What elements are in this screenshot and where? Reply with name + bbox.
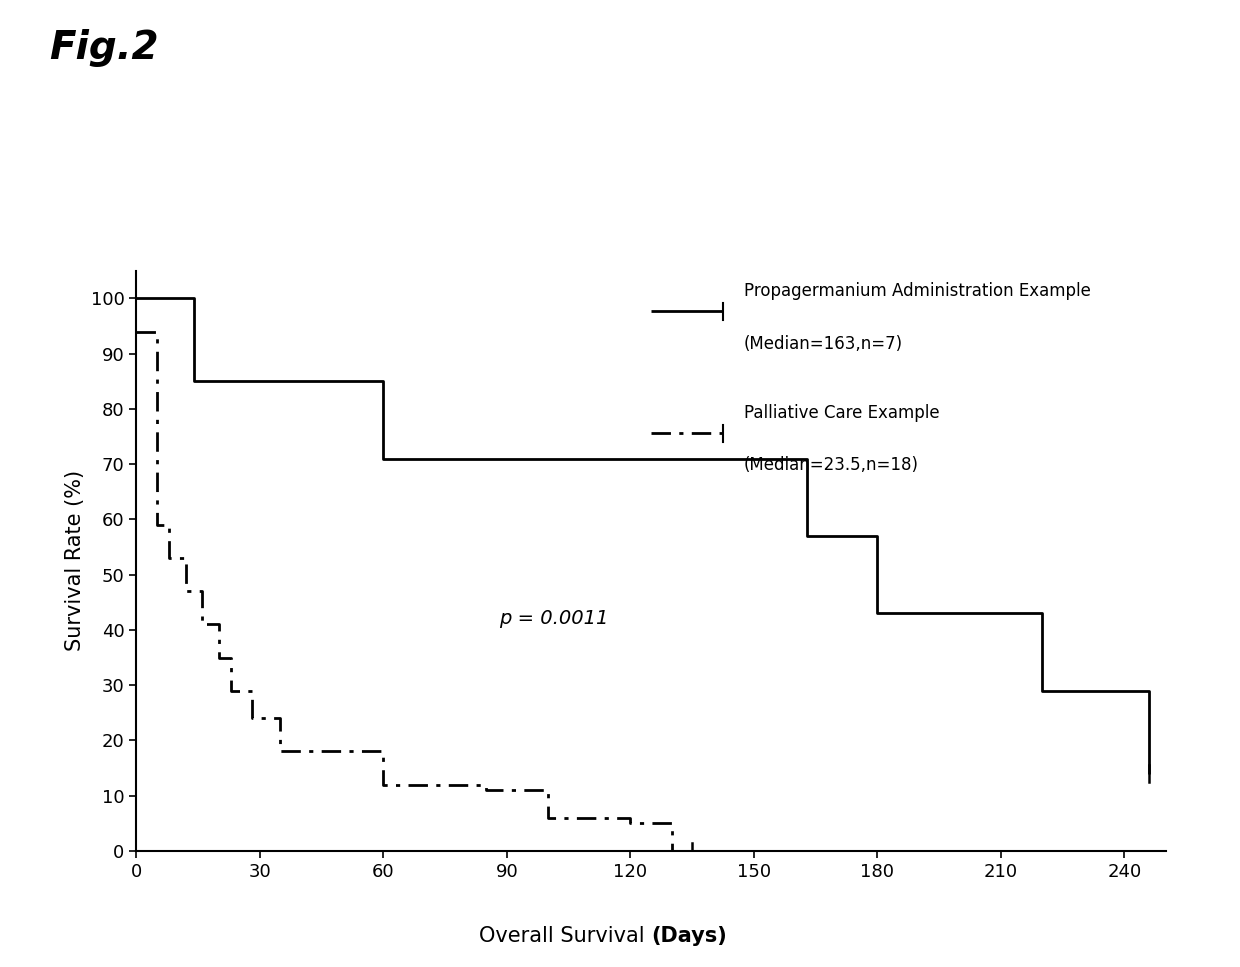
Text: p = 0.0011: p = 0.0011 — [498, 609, 608, 629]
Text: (Days): (Days) — [651, 926, 727, 947]
Text: Palliative Care Example: Palliative Care Example — [744, 403, 939, 422]
Text: Propagermanium Administration Example: Propagermanium Administration Example — [744, 281, 1090, 300]
Text: (Median=163,n=7): (Median=163,n=7) — [744, 335, 903, 353]
Y-axis label: Survival Rate (%): Survival Rate (%) — [66, 470, 86, 652]
Text: Fig.2: Fig.2 — [50, 29, 159, 67]
Text: (Median=23.5,n=18): (Median=23.5,n=18) — [744, 456, 919, 475]
Text: Overall Survival: Overall Survival — [479, 926, 651, 947]
